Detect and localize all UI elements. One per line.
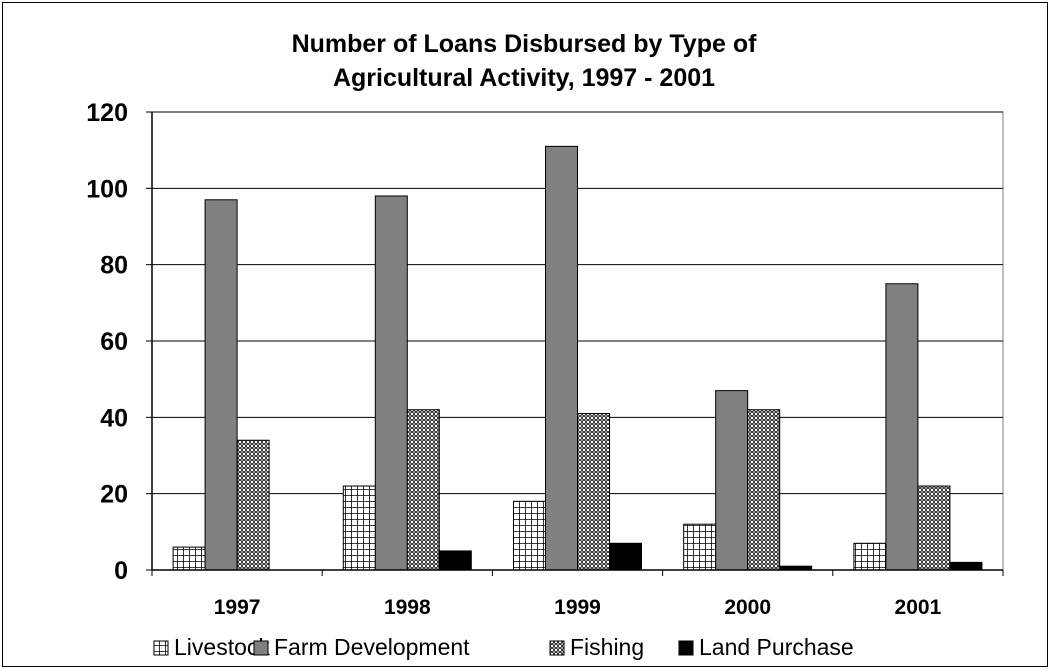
legend-label: Fishing [570, 634, 644, 660]
y-tick-label: 60 [100, 328, 128, 356]
bar-livestock-1998 [343, 486, 375, 570]
x-category-label: 1997 [214, 596, 261, 619]
x-category-label: 1999 [554, 596, 601, 619]
bar-farm-development-2001 [886, 284, 918, 570]
bar-land-purchase-2001 [950, 562, 982, 570]
bar-fishing-1998 [407, 410, 439, 570]
y-tick-label: 0 [114, 557, 128, 585]
legend-swatch [154, 641, 168, 655]
y-axis-tick-labels: 0 20 40 60 80 100 120 [86, 99, 128, 585]
legend-swatch [254, 641, 268, 655]
x-category-label: 1998 [384, 596, 431, 619]
bars [173, 146, 982, 570]
bar-land-purchase-1999 [610, 543, 642, 570]
bar-livestock-2001 [854, 543, 886, 570]
y-tick-label: 80 [100, 252, 128, 280]
legend-label: Land Purchase [699, 634, 854, 660]
y-tick-label: 20 [100, 481, 128, 509]
legend-label: Farm Development [274, 634, 470, 660]
bar-farm-development-1997 [205, 200, 237, 570]
bar-fishing-1997 [237, 440, 269, 570]
chart-title-line-2: Agricultural Activity, 1997 - 2001 [333, 64, 715, 92]
bar-fishing-1999 [578, 414, 610, 570]
y-tick-label: 40 [100, 404, 128, 432]
bar-livestock-1999 [514, 501, 546, 570]
bar-farm-development-1998 [375, 196, 407, 570]
x-axis-category-labels: 1997 1998 1999 2000 2001 [214, 596, 942, 619]
chart-title-line-1: Number of Loans Disbursed by Type of [292, 30, 758, 58]
legend-swatch [550, 641, 564, 655]
bar-livestock-2000 [684, 524, 716, 570]
bar-fishing-2001 [918, 486, 950, 570]
bar-fishing-2000 [748, 410, 780, 570]
bar-farm-development-2000 [716, 391, 748, 570]
bar-land-purchase-1998 [439, 551, 471, 570]
legend: Livestock Farm Development Fishing Land Pur… [154, 634, 854, 660]
x-category-label: 2000 [724, 596, 771, 619]
x-category-label: 2001 [895, 596, 942, 619]
legend-swatch [679, 641, 693, 655]
y-tick-label: 100 [86, 175, 128, 203]
bar-farm-development-1999 [546, 146, 578, 570]
bar-chart: Number of Loans Disbursed by Type of Agr… [3, 3, 1049, 668]
y-tick-label: 120 [86, 99, 128, 127]
bar-livestock-1997 [173, 547, 205, 570]
